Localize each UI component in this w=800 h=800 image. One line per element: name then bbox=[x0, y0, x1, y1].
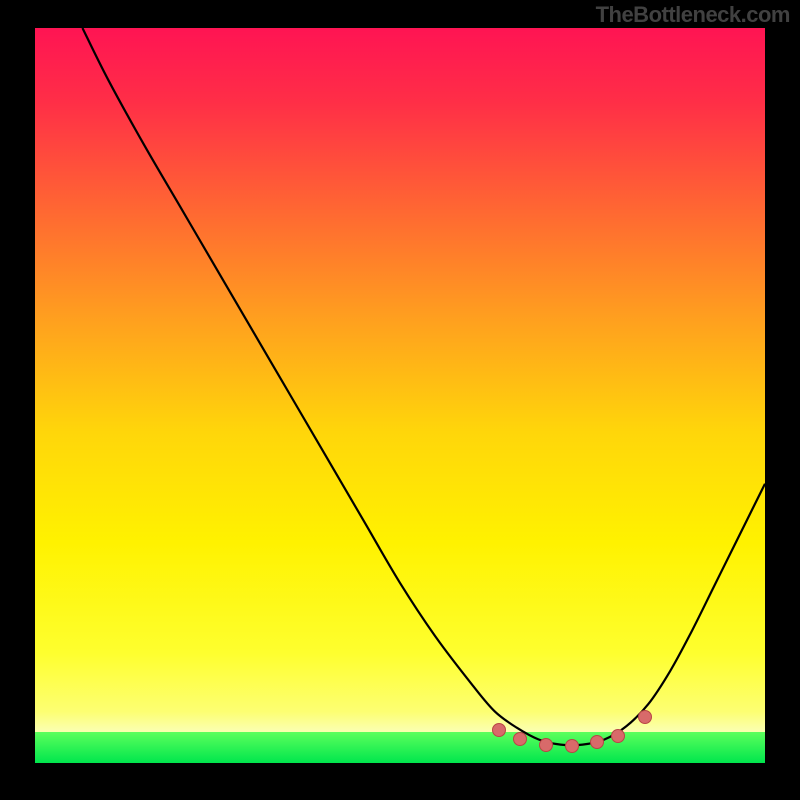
watermark-text: TheBottleneck.com bbox=[596, 2, 790, 28]
curve-marker bbox=[638, 710, 652, 724]
markers-layer bbox=[35, 28, 765, 763]
curve-marker bbox=[539, 738, 553, 752]
curve-marker bbox=[611, 729, 625, 743]
curve-marker bbox=[513, 732, 527, 746]
curve-marker bbox=[492, 723, 506, 737]
curve-marker bbox=[590, 735, 604, 749]
curve-marker bbox=[565, 739, 579, 753]
plot-area bbox=[35, 28, 765, 763]
